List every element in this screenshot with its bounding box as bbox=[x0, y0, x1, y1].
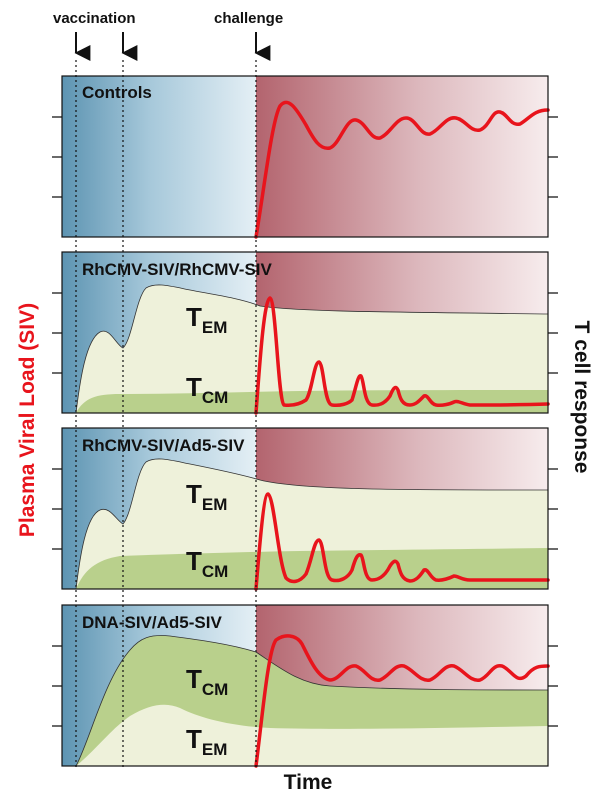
viral-load-curve bbox=[254, 296, 550, 415]
tcm-label: TCM bbox=[186, 664, 228, 699]
axis-ticks bbox=[52, 116, 558, 727]
viral-load-curve bbox=[254, 634, 550, 768]
panel-rhcmv-ad5: RhCMV-SIV/Ad5-SIV TEM TCM bbox=[61, 427, 550, 591]
tcm-label: TCM bbox=[186, 546, 228, 581]
tcm-subscript: CM bbox=[202, 562, 228, 581]
left-axis-label: Plasma Viral Load (SIV) bbox=[16, 303, 39, 537]
tem-subscript: EM bbox=[202, 740, 228, 759]
timeline-guides bbox=[75, 60, 257, 770]
tem-subscript: EM bbox=[202, 318, 228, 337]
t-letter: T bbox=[186, 546, 202, 576]
t-letter: T bbox=[186, 479, 202, 509]
tcm-label: TCM bbox=[186, 372, 228, 407]
panel-controls: Controls bbox=[61, 75, 550, 239]
t-letter: T bbox=[186, 724, 202, 754]
tcm-region bbox=[76, 548, 548, 589]
bottom-axis-label: Time bbox=[284, 771, 333, 793]
tcm-subscript: CM bbox=[202, 388, 228, 407]
challenge-label: challenge bbox=[214, 10, 283, 27]
t-letter: T bbox=[186, 664, 202, 694]
t-letter: T bbox=[186, 372, 202, 402]
panel-rhcmv-rhcmv: RhCMV-SIV/RhCMV-SIV TEM TCM bbox=[61, 251, 550, 415]
t-letter: T bbox=[186, 302, 202, 332]
panel-title: Controls bbox=[82, 83, 152, 102]
panel-dna-ad5: DNA-SIV/Ad5-SIV TCM TEM bbox=[61, 604, 550, 768]
panel-title: RhCMV-SIV/RhCMV-SIV bbox=[82, 260, 273, 279]
viral-load-curve bbox=[254, 492, 550, 591]
tem-region bbox=[76, 704, 548, 766]
tcm-subscript: CM bbox=[202, 680, 228, 699]
panel-title: DNA-SIV/Ad5-SIV bbox=[82, 613, 222, 632]
vaccination-label: vaccination bbox=[53, 10, 136, 27]
viral-load-curve bbox=[254, 100, 550, 239]
tcm-region bbox=[76, 390, 548, 413]
tem-label: TEM bbox=[186, 302, 227, 337]
tem-label: TEM bbox=[186, 724, 227, 759]
right-axis-label: T cell response bbox=[570, 321, 593, 474]
tem-label: TEM bbox=[186, 479, 227, 514]
tem-region bbox=[75, 284, 549, 414]
panel-title: RhCMV-SIV/Ad5-SIV bbox=[82, 436, 245, 455]
tem-subscript: EM bbox=[202, 495, 228, 514]
